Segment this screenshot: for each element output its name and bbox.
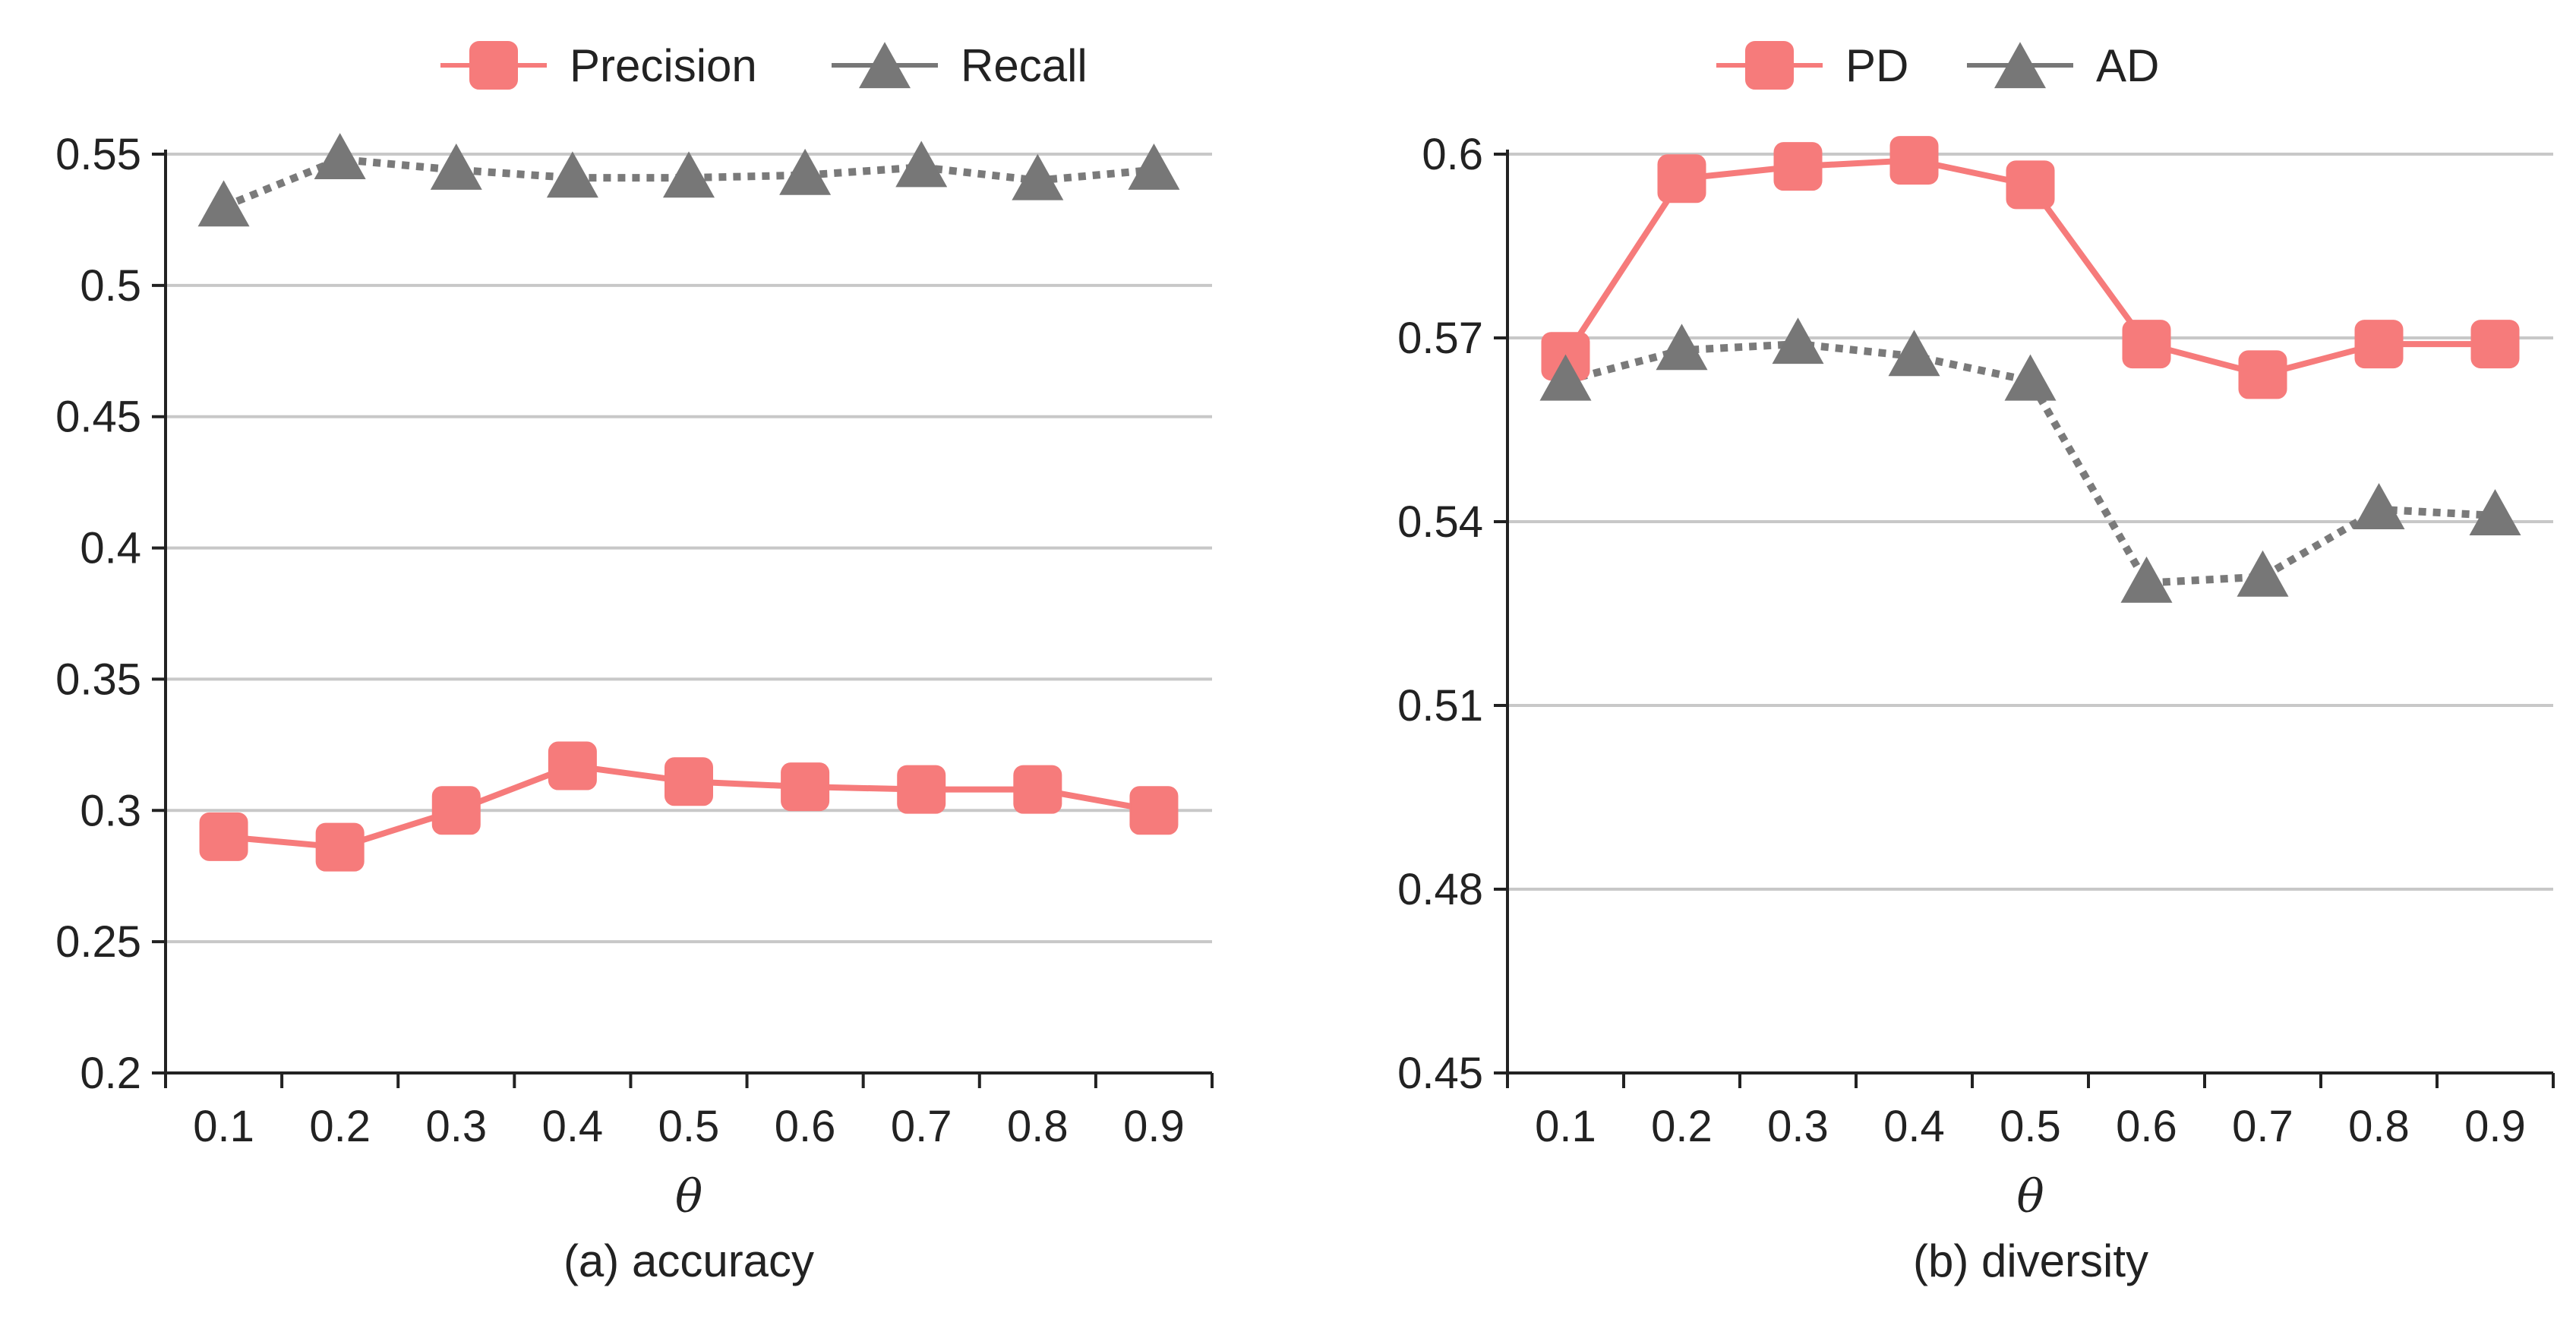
- data-point-pd: [2006, 160, 2055, 210]
- x-axis-title: θ: [2016, 1170, 2044, 1223]
- legend-square-icon: [1745, 41, 1794, 90]
- series-line-recall: [222, 155, 1154, 210]
- data-point-recall: [546, 151, 598, 198]
- data-point-precision: [548, 741, 597, 790]
- legend-triangle-icon: [859, 42, 911, 89]
- panel-caption: (b) diversity: [1913, 1235, 2148, 1286]
- data-point-ad: [2120, 556, 2173, 603]
- chart-panel-right: 0.45 0.48 0.51 0.54 0.57 0.6 0.1 0.2 0.3 0.4 0.5 0.…: [1397, 40, 2555, 1286]
- data-point-recall: [197, 180, 250, 227]
- data-point-recall: [430, 143, 482, 190]
- x-tick-label: 0.3: [425, 1102, 487, 1151]
- y-tick-label: 0.57: [1397, 314, 1483, 363]
- data-point-recall: [663, 151, 715, 198]
- data-point-precision: [781, 762, 830, 812]
- data-point-ad: [2004, 354, 2057, 401]
- data-point-precision: [1129, 786, 1179, 835]
- data-point-precision: [665, 757, 713, 806]
- x-tick-label: 0.8: [2348, 1102, 2410, 1151]
- data-point-ad: [2237, 550, 2289, 597]
- y-tick-label: 0.3: [80, 786, 141, 835]
- y-tick-label: 0.6: [1422, 130, 1483, 179]
- x-tick-label: 0.1: [193, 1102, 254, 1151]
- legend-label: Precision: [570, 40, 757, 91]
- x-tick-label: 0.7: [2232, 1102, 2293, 1151]
- data-point-ad: [2469, 489, 2521, 536]
- x-tick-label: 0.1: [1535, 1102, 1596, 1151]
- y-tick-label: 0.25: [55, 917, 141, 967]
- x-tick-label: 0.7: [891, 1102, 952, 1151]
- data-point-ad: [1888, 330, 1940, 377]
- x-axis-title: θ: [675, 1170, 702, 1223]
- legend-label: AD: [2096, 40, 2159, 91]
- series-line-ad: [1564, 340, 2496, 587]
- y-tick-label: 0.54: [1397, 497, 1483, 547]
- x-tick-label: 0.4: [1883, 1102, 1945, 1151]
- x-tick-label: 0.4: [542, 1102, 604, 1151]
- data-point-pd: [1657, 154, 1706, 204]
- y-tick-label: 0.2: [80, 1049, 141, 1098]
- data-point-recall: [895, 140, 948, 188]
- data-point-precision: [315, 822, 365, 872]
- y-tick-label: 0.35: [55, 655, 141, 704]
- x-tick-label: 0.9: [2464, 1102, 2526, 1151]
- data-point-ad: [1656, 323, 1708, 371]
- legend-item-pd: PD: [1716, 40, 1908, 91]
- legend-item-recall: Recall: [832, 40, 1088, 91]
- data-point-pd: [1889, 136, 1939, 185]
- legend-label: Recall: [961, 40, 1088, 91]
- y-tick-label: 0.4: [80, 524, 141, 573]
- y-tick-label: 0.45: [1397, 1049, 1483, 1098]
- data-point-recall: [314, 133, 366, 180]
- data-point-precision: [199, 812, 248, 861]
- data-point-pd: [2470, 320, 2520, 369]
- data-point-pd: [2122, 320, 2171, 369]
- data-point-pd: [2238, 350, 2287, 399]
- y-tick-label: 0.55: [55, 130, 141, 179]
- legend-item-precision: Precision: [440, 40, 757, 91]
- data-point-recall: [1012, 153, 1064, 200]
- x-tick-label: 0.2: [309, 1102, 371, 1151]
- x-tick-label: 0.8: [1007, 1102, 1069, 1151]
- x-tick-label: 0.5: [658, 1102, 720, 1151]
- x-tick-label: 0.3: [1767, 1102, 1829, 1151]
- y-tick-label: 0.51: [1397, 681, 1483, 730]
- x-tick-label: 0.6: [2116, 1102, 2177, 1151]
- legend-triangle-icon: [1994, 42, 2046, 89]
- x-tick-label: 0.5: [2000, 1102, 2061, 1151]
- legend-square-icon: [469, 41, 518, 90]
- chart-panel-left: 0.2 0.25 0.3 0.35 0.4 0.45 0.5 0.55 0.1 0.2 0.3 0.4…: [55, 40, 1214, 1286]
- legend-item-ad: AD: [1967, 40, 2159, 91]
- x-tick-label: 0.9: [1123, 1102, 1185, 1151]
- data-point-recall: [779, 148, 832, 195]
- data-point-ad: [1772, 317, 1824, 364]
- data-point-pd: [2354, 320, 2404, 369]
- legend-label: PD: [1845, 40, 1908, 91]
- data-point-ad: [1539, 354, 1592, 401]
- y-tick-label: 0.45: [55, 393, 141, 442]
- data-point-ad: [2353, 483, 2405, 529]
- data-point-precision: [1013, 765, 1062, 814]
- y-tick-label: 0.5: [80, 261, 141, 311]
- data-point-precision: [431, 786, 481, 835]
- x-tick-label: 0.2: [1651, 1102, 1713, 1151]
- data-point-precision: [897, 765, 946, 814]
- y-tick-label: 0.48: [1397, 865, 1483, 914]
- panel-caption: (a) accuracy: [564, 1235, 814, 1286]
- data-point-pd: [1773, 142, 1823, 191]
- x-tick-label: 0.6: [775, 1102, 836, 1151]
- data-point-recall: [1128, 143, 1180, 190]
